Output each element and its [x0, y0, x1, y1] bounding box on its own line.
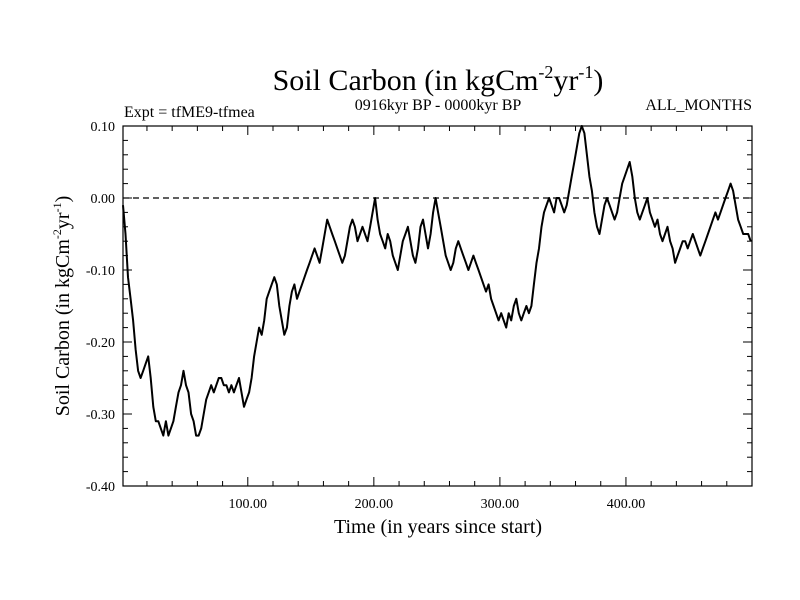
- x-tick-label: 200.00: [355, 497, 394, 512]
- x-tick-label: 400.00: [607, 497, 646, 512]
- x-tick-label: 300.00: [481, 497, 520, 512]
- title-sup2: -1: [578, 62, 593, 82]
- ylabel-sup1: -2: [50, 229, 64, 239]
- ylabel-mid: yr: [52, 212, 74, 229]
- x-tick-label: 100.00: [229, 497, 268, 512]
- y-tick-label: -0.40: [86, 480, 115, 495]
- ylabel-sup2: -1: [50, 202, 64, 212]
- subtitle-months: ALL_MONTHS: [645, 97, 752, 114]
- y-tick-label: -0.20: [86, 336, 115, 351]
- ylabel-main: Soil Carbon (in kgCm: [52, 239, 74, 417]
- title-sup1: -2: [538, 62, 553, 82]
- ylabel-end: ): [52, 196, 74, 203]
- x-axis-label: Time (in years since start): [334, 516, 542, 538]
- title-mid: yr: [553, 64, 578, 97]
- subtitle-experiment: Expt = tfME9-tfmea: [124, 104, 255, 121]
- subtitle-period: 0916kyr BP - 0000kyr BP: [355, 97, 522, 114]
- y-tick-label: 0.00: [91, 192, 116, 207]
- chart-title: Soil Carbon (in kgCm-2yr-1): [273, 62, 604, 97]
- y-axis-label: Soil Carbon (in kgCm-2yr-1): [50, 196, 74, 417]
- y-axis-ticks: 0.10 0.00 -0.10 -0.20 -0.30 -0.40: [86, 120, 752, 495]
- plot-frame: [122, 125, 753, 487]
- soil-carbon-series-line: [122, 125, 752, 437]
- y-tick-label: -0.30: [86, 408, 115, 423]
- title-main: Soil Carbon (in kgCm: [273, 64, 539, 97]
- y-tick-label: -0.10: [86, 264, 115, 279]
- x-axis-ticks: 100.00 200.00 300.00 400.00: [146, 126, 728, 512]
- y-tick-label: 0.10: [91, 120, 116, 135]
- title-end: ): [593, 64, 603, 97]
